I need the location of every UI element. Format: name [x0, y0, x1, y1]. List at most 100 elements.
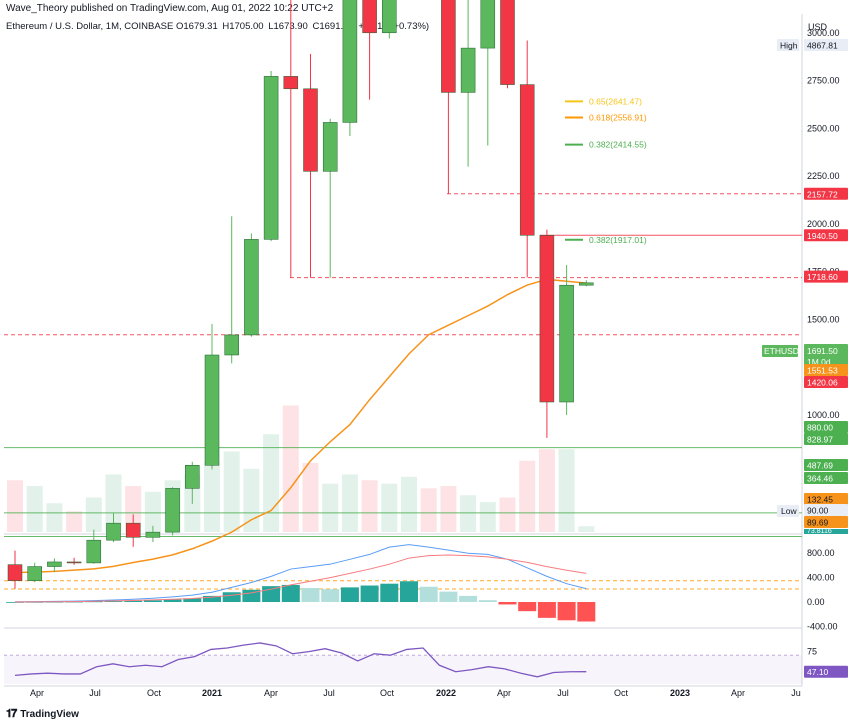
high-value: H1705.00 — [222, 21, 264, 32]
low-tag: Low — [781, 506, 797, 516]
macd-histogram-bar — [459, 595, 478, 602]
high-value-label-bg — [804, 39, 848, 51]
low-value: L1673.90 — [268, 21, 308, 32]
last-price-label: 1691.50 — [807, 346, 838, 356]
time-tick-label: Ju — [791, 688, 801, 698]
volume-bar — [341, 474, 358, 532]
fib-level-label: 0.382(1917.01) — [589, 235, 647, 245]
level-label: 1940.50 — [807, 231, 838, 241]
level-label: 1420.06 — [807, 378, 838, 388]
macd-histogram-bar — [203, 595, 221, 602]
level-label-bg — [804, 376, 848, 388]
volume-bar — [440, 486, 457, 532]
price-tick-label: 1500.00 — [807, 314, 840, 324]
candle-body — [7, 564, 23, 581]
time-tick-label: 2021 — [202, 688, 222, 698]
ema-line — [14, 278, 587, 574]
level-label-bg — [804, 270, 848, 283]
publisher-line: Wave_Theory published on TradingView.com… — [6, 3, 334, 14]
level-label: 89.69 — [807, 518, 829, 528]
macd-pane: 800.00 400.00 0.00 -400.00 — [6, 544, 838, 631]
rsi-pane: 75 47.10 — [4, 642, 848, 684]
symbol-tag-bg — [762, 345, 798, 357]
candle-body — [322, 122, 338, 172]
volume-bar — [381, 483, 398, 532]
level-label: 828.97 — [807, 435, 833, 445]
time-tick-label: Apr — [264, 688, 278, 698]
candle-body — [106, 522, 121, 541]
candle-body — [244, 239, 259, 336]
tradingview-brand[interactable]: 𝟏𝟕 TradingView — [6, 708, 79, 721]
macd-histogram-bar — [301, 587, 320, 602]
candle-body — [362, 0, 377, 34]
volume-bar — [361, 480, 378, 532]
macd-histogram-bar — [380, 583, 399, 602]
volume-bar — [7, 480, 23, 532]
price-tick-label: 2750.00 — [807, 76, 840, 86]
candle-body — [86, 539, 102, 564]
candle-body — [382, 0, 397, 34]
volume-bar — [519, 460, 536, 532]
macd-line — [14, 544, 587, 603]
level-label-bg — [804, 493, 848, 505]
macd-tick-label: 400.00 — [807, 573, 835, 583]
signal-line — [14, 554, 587, 603]
macd-histogram-bar — [498, 602, 517, 605]
volume-bar — [282, 405, 299, 532]
candle-body — [224, 334, 239, 356]
volume-bar — [578, 526, 595, 532]
ema-layer — [14, 278, 587, 574]
level-label-bg — [804, 187, 848, 200]
price-labels-layer: High 4867.81 2157.72 1940.50 1718.60 ETHUSD 16… — [762, 39, 848, 535]
macd-histogram-bar — [340, 587, 359, 602]
level-label-bg — [804, 516, 848, 528]
time-tick-label: 2023 — [670, 688, 690, 698]
volume-value-bg — [804, 529, 848, 534]
macd-histogram-bar — [478, 600, 497, 602]
rsi-value-label: 47.10 — [807, 667, 829, 677]
rsi-line — [14, 642, 587, 678]
high-tag: High — [780, 41, 798, 51]
volume-bar — [420, 488, 437, 532]
time-tick-label: Apr — [30, 688, 44, 698]
level-label: 487.69 — [807, 461, 833, 471]
volume-bar — [479, 502, 496, 532]
level-label: 1718.60 — [807, 272, 838, 282]
volume-bar — [401, 476, 417, 532]
volume-bar — [85, 497, 102, 532]
candle-body — [204, 354, 220, 466]
macd-histogram-bar — [183, 598, 202, 602]
volume-bar — [125, 486, 142, 532]
macd-histogram-bar — [262, 586, 281, 602]
time-axis[interactable]: Apr Jul Oct 2021 Apr Jul Oct 2022 Apr Jul Oct 2023 A… — [30, 688, 801, 698]
level-label-bg — [804, 229, 848, 242]
volume-bar — [558, 449, 575, 532]
low-value-label: 90.00 — [807, 506, 829, 516]
candle-body — [460, 47, 476, 93]
volume-bar — [66, 511, 83, 532]
level-label-bg — [804, 433, 848, 445]
level-label: 880.00 — [807, 423, 833, 433]
macd-histogram-bar — [281, 584, 300, 602]
level-label-bg — [804, 472, 848, 484]
volume-bar — [223, 451, 240, 532]
volume-bar — [460, 495, 477, 532]
candle-body — [559, 284, 574, 403]
fib-level-label: 0.618(2556.91) — [589, 112, 647, 122]
candle-body — [165, 488, 180, 533]
candle-body — [500, 0, 515, 85]
time-tick-label: Oct — [147, 688, 162, 698]
candle-body — [125, 522, 141, 538]
time-tick-label: Jul — [89, 688, 101, 698]
candle-body — [66, 561, 82, 564]
low-value-label-bg — [804, 504, 848, 516]
last-price-bg — [804, 344, 848, 368]
ema-value-label-bg — [804, 364, 848, 376]
volume-bar — [46, 503, 63, 532]
candle-body — [47, 561, 62, 567]
macd-histogram-bar — [577, 602, 596, 622]
time-tick-label: 2022 — [436, 688, 456, 698]
macd-histogram-bar — [143, 600, 162, 602]
candle-body — [303, 88, 318, 172]
